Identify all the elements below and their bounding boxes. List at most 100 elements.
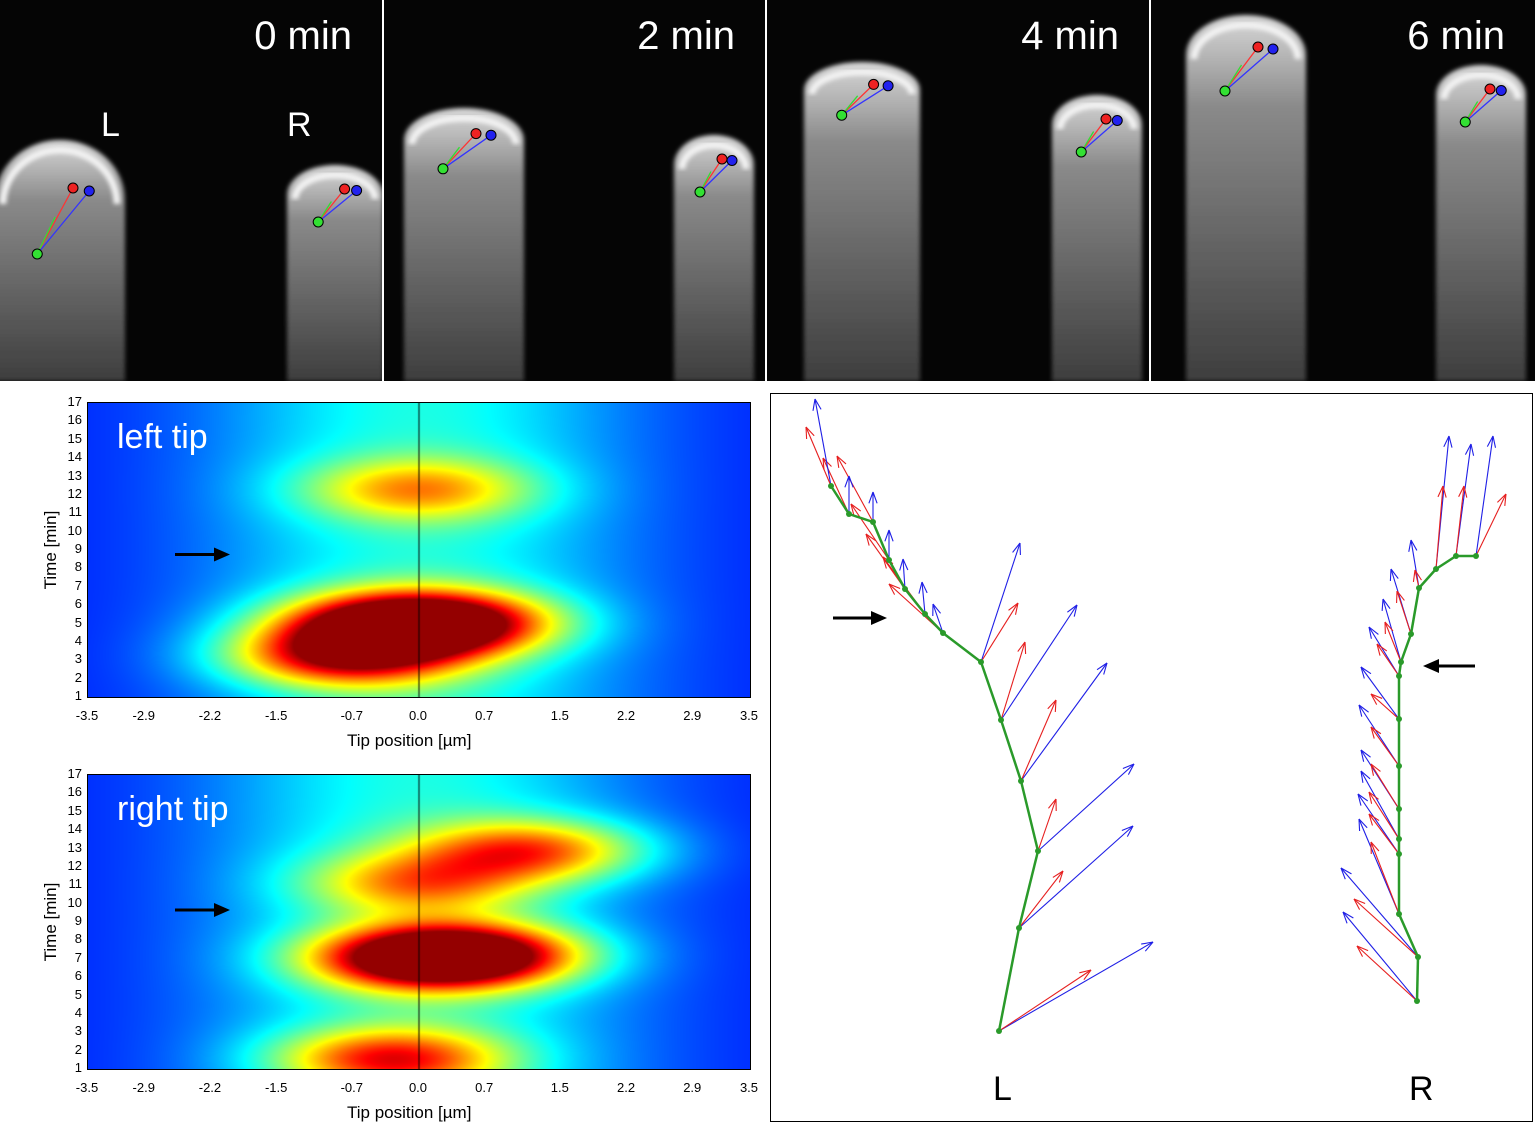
velocity-arrow-red-head (1497, 493, 1507, 503)
velocity-arrow-red-head (1052, 870, 1064, 878)
velocity-arrow-blue-head (1127, 763, 1135, 775)
x-tick-label: -2.2 (198, 708, 222, 723)
velocity-arrow-red-head (1414, 569, 1422, 581)
y-tick-label: 16 (67, 412, 82, 428)
velocity-arrow-red-head (1412, 569, 1416, 582)
micrograph-image (1186, 15, 1526, 381)
y-tick-label: 5 (74, 986, 82, 1002)
velocity-arrow-red-head (1370, 841, 1380, 852)
velocity-arrow-red (1020, 699, 1057, 782)
y-tick-label: 12 (67, 485, 82, 501)
y-tick-label: 12 (67, 857, 82, 873)
y-tick-label: 3 (74, 651, 82, 667)
trajectory-point (828, 483, 834, 489)
x-tick-label: 0.7 (475, 1080, 494, 1095)
velocity-arrow-blue (1000, 604, 1078, 721)
heatmap-left-canvas (87, 402, 751, 698)
trajectory-point (940, 630, 946, 636)
velocity-arrow-red-head (1353, 898, 1366, 905)
velocity-arrow-red-head (1458, 485, 1465, 497)
y-tick-label: 1 (74, 1060, 82, 1075)
velocity-arrow-red (1000, 641, 1026, 721)
velocity-arrow-blue-head (872, 491, 878, 504)
y-tick-label: 17 (67, 394, 82, 409)
y-tick-label: 2 (74, 1041, 82, 1057)
trajectory-path-left (829, 485, 851, 515)
velocity-arrow-blue (1360, 666, 1400, 720)
velocity-arrow-red-head (1024, 641, 1027, 655)
trajectory-path-right (1435, 554, 1457, 571)
velocity-arrow-red (1455, 485, 1465, 557)
heatmap-right-xlabel: Tip position [µm] (347, 1103, 472, 1122)
velocity-arrow-blue-head (1368, 626, 1379, 635)
velocity-arrow-blue-head (1360, 749, 1371, 758)
x-tick-label: 2.2 (617, 708, 636, 723)
trajectory-path-right (1397, 913, 1420, 958)
velocity-arrow-blue-head (1410, 539, 1418, 551)
velocity-arrow-red-head (850, 503, 855, 516)
velocity-arrow-red-head (1017, 641, 1026, 652)
y-tick-label: 8 (74, 559, 82, 575)
x-tick-label: 2.9 (683, 1080, 702, 1095)
velocity-arrow-blue-head (1464, 443, 1472, 455)
trajectory-point (922, 611, 928, 617)
velocity-arrow-blue-head (1121, 825, 1134, 831)
x-tick-label: -3.5 (75, 1080, 99, 1095)
velocity-arrow-blue-head (1368, 626, 1372, 639)
velocity-arrow-blue-head (1141, 941, 1154, 945)
x-tick-label: -1.5 (264, 1080, 288, 1095)
velocity-arrow-blue-head (932, 603, 941, 614)
velocity-arrow-red-head (1079, 969, 1092, 974)
velocity-arrow-blue-head (1360, 666, 1365, 679)
y-tick-label: 5 (74, 614, 82, 630)
trajectory-path-left (999, 719, 1023, 782)
x-tick-label: 1.5 (550, 708, 569, 723)
velocity-arrow-red (998, 969, 1092, 1032)
tip-label-left: L (101, 106, 120, 144)
velocity-arrow-blue-head (1357, 793, 1369, 802)
velocity-arrow-blue-head (918, 581, 923, 594)
velocity-arrow-red (1353, 898, 1419, 958)
trajectory-path-right (1409, 587, 1421, 635)
velocity-arrow-blue-head (1448, 435, 1453, 448)
y-tick-label: 7 (74, 577, 82, 593)
trajectory-point (1018, 778, 1024, 784)
heatmap-right-canvas (87, 774, 751, 1070)
velocity-arrow-blue-head (1360, 749, 1365, 762)
trajectory-path-left (979, 661, 1003, 721)
velocity-arrow-blue-head (844, 475, 850, 488)
velocity-arrow-red-head (1504, 493, 1507, 506)
trajectory-path-left (887, 559, 907, 590)
trajectory-point (1408, 631, 1414, 637)
velocity-arrow-blue-head (1144, 941, 1154, 952)
trajectory-point (1398, 659, 1404, 665)
velocity-arrow-red-head (1353, 898, 1361, 910)
heatmap-right-tip: right tip 1 2 3 4 5 6 7 8 9 10 11 12 13 14 15 16 17 -3.5… (0, 762, 770, 1125)
x-tick-label: 3.5 (739, 1080, 759, 1095)
vector-plot-svg (805, 398, 1507, 1034)
velocity-arrow-red-head (1368, 791, 1379, 800)
heatmap-left-arrow (175, 547, 230, 562)
micrograph-panel: 6 min (1151, 0, 1535, 381)
velocity-arrow-red (1370, 693, 1400, 720)
velocity-arrow-red (1384, 621, 1402, 663)
velocity-arrow-blue (932, 603, 944, 634)
velocity-arrow-red-head (850, 503, 862, 512)
y-tick-label: 14 (67, 821, 82, 837)
y-tick-label: 9 (74, 913, 82, 928)
velocity-arrow-red (1435, 485, 1444, 570)
velocity-arrow-blue-head (888, 529, 894, 542)
trajectory-path-left (871, 521, 891, 561)
y-tick-label: 10 (67, 522, 82, 538)
velocity-arrow-red (1356, 945, 1418, 1002)
heatmap-right-arrow (175, 902, 230, 917)
velocity-arrow-blue (1475, 435, 1494, 557)
trajectory-path-right (1418, 568, 1437, 589)
velocity-arrow-red (1370, 841, 1400, 915)
velocity-arrow-red-head (1058, 870, 1064, 883)
trajectory-point (1396, 911, 1402, 917)
velocity-arrow-blue-head (1443, 435, 1450, 448)
velocity-arrow-red-head (805, 426, 808, 440)
trajectory-point (1414, 998, 1420, 1004)
velocity-arrow-blue-head (1360, 666, 1372, 675)
